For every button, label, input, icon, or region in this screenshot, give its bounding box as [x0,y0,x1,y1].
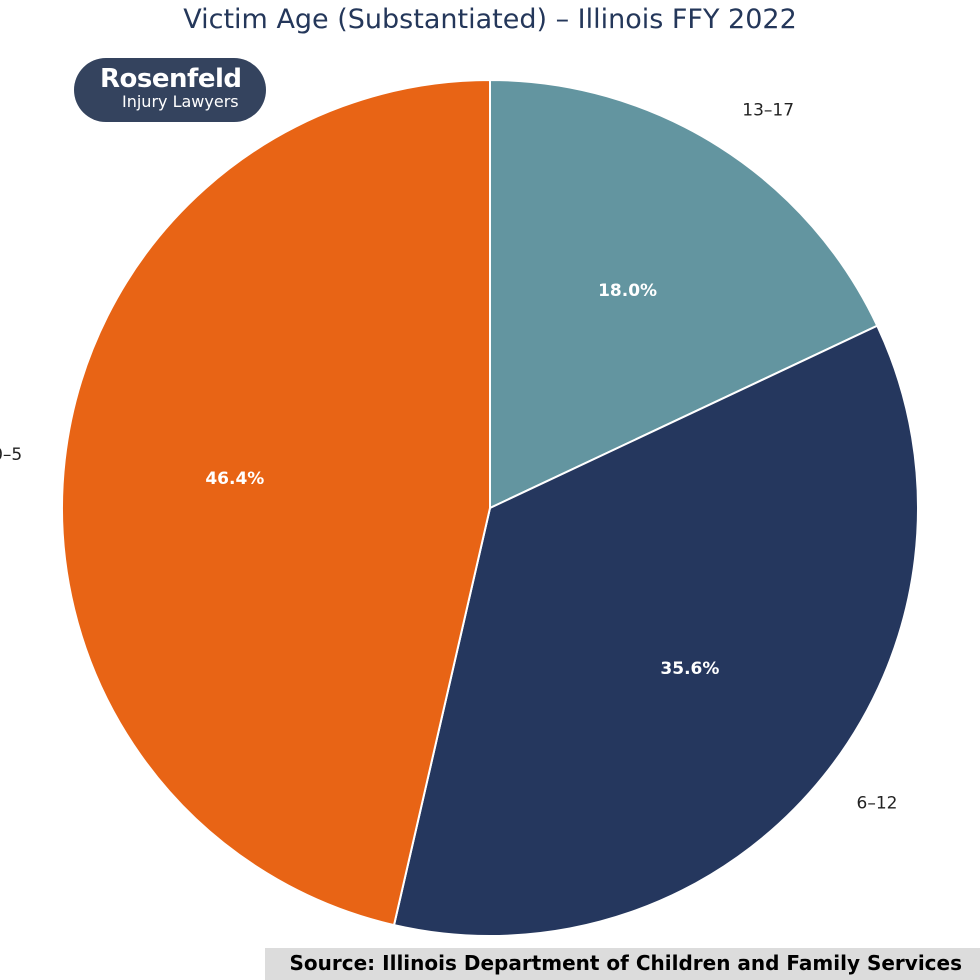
logo-wordmark: Rosenfeld [100,64,242,94]
logo-tagline: Injury Lawyers [122,92,239,111]
pie-category-label: 13–17 [742,100,794,120]
pie-value-label: 46.4% [205,469,264,489]
pie-category-label: 6–12 [857,794,898,814]
rosenfeld-logo: Rosenfeld Injury Lawyers [74,58,266,122]
pie-slice-0-5 [61,78,491,927]
chart-title: Victim Age (Substantiated) – Illinois FF… [183,4,797,35]
pie-category-label: 0–5 [0,445,22,465]
pie-labels: 18.0% 13–17 35.6% 6–12 46.4% 0–5 [0,100,897,813]
pie-slices [61,78,919,937]
pie-value-label: 18.0% [598,281,657,301]
pie-value-label: 35.6% [660,659,719,679]
source-note: Source: Illinois Department of Children … [265,948,980,980]
pie-slice-13-17 [489,78,879,510]
pie-slice-6-12 [392,324,919,937]
